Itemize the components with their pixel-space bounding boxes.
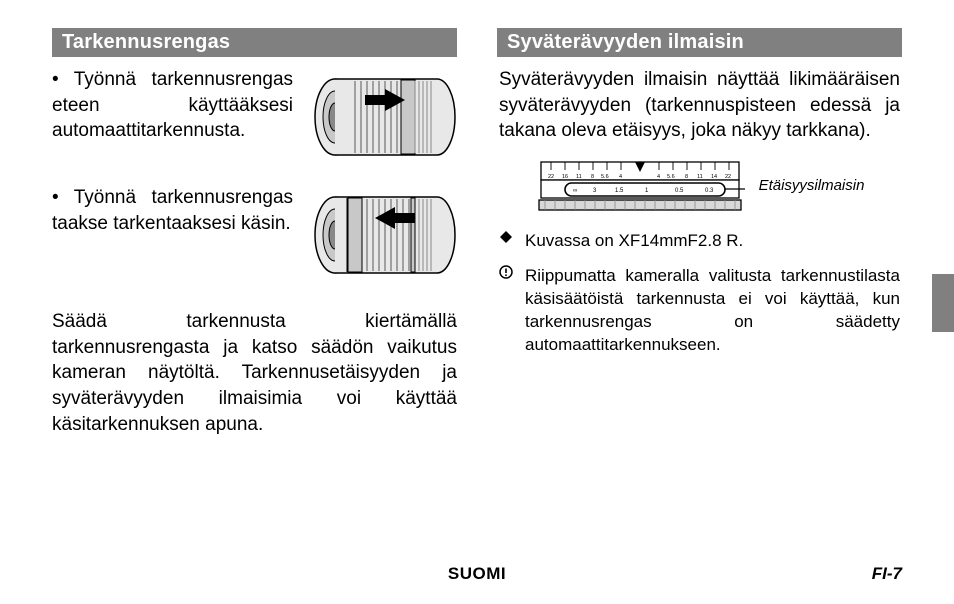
caution-icon xyxy=(499,265,517,357)
svg-text:16: 16 xyxy=(562,174,568,180)
bullet-1-text: Työnnä tarkennusrengas eteen käyttääkses… xyxy=(52,67,293,144)
note-2: Riippumatta kameralla valitusta tarkennu… xyxy=(497,265,902,357)
lens-figure-forward xyxy=(307,67,457,167)
right-paragraph: Syväterävyyden ilmaisin näyttää likimäär… xyxy=(497,67,902,144)
lens-forward-icon xyxy=(307,67,457,167)
svg-text:4: 4 xyxy=(657,174,660,180)
svg-text:4: 4 xyxy=(619,174,622,180)
bullet-2-text: Työnnä tarkennusrengas taakse tarkentaak… xyxy=(52,185,293,236)
right-column: Syväterävyyden ilmaisin Syväterävyyden i… xyxy=(497,28,902,518)
footer: SUOMI FI-7 xyxy=(0,564,954,584)
svg-text:11: 11 xyxy=(697,174,703,180)
note-1-text: Kuvassa on XF14mmF2.8 R. xyxy=(525,230,900,253)
right-header: Syväterävyyden ilmaisin xyxy=(497,28,902,57)
diamond-icon xyxy=(499,230,517,253)
svg-text:∞: ∞ xyxy=(573,188,577,194)
svg-text:0.3: 0.3 xyxy=(705,188,714,194)
svg-text:11: 11 xyxy=(576,174,582,180)
bullet-row-1: Työnnä tarkennusrengas eteen käyttääkses… xyxy=(52,67,457,167)
svg-text:22: 22 xyxy=(725,174,731,180)
svg-text:8: 8 xyxy=(591,174,594,180)
left-column: Tarkennusrengas Työnnä tarkennusrengas e… xyxy=(52,28,457,518)
dof-figure: 22161185.64 45.68111422 ∞31.510.50.3 Etä… xyxy=(497,158,902,214)
svg-text:5.6: 5.6 xyxy=(601,174,609,180)
left-header: Tarkennusrengas xyxy=(52,28,457,57)
svg-text:22: 22 xyxy=(548,174,554,180)
bullet-row-2: Työnnä tarkennusrengas taakse tarkentaak… xyxy=(52,185,457,285)
svg-text:1.5: 1.5 xyxy=(615,188,624,194)
svg-text:5.6: 5.6 xyxy=(667,174,675,180)
footer-language: SUOMI xyxy=(448,564,506,584)
footer-page-number: FI-7 xyxy=(872,564,902,584)
note-1: Kuvassa on XF14mmF2.8 R. xyxy=(497,230,902,253)
svg-text:14: 14 xyxy=(711,174,717,180)
note-2-text: Riippumatta kameralla valitusta tarkennu… xyxy=(525,265,900,357)
lens-backward-icon xyxy=(307,185,457,285)
edge-tab xyxy=(932,274,954,332)
dof-indicator-icon: 22161185.64 45.68111422 ∞31.510.50.3 xyxy=(535,158,745,214)
svg-text:8: 8 xyxy=(685,174,688,180)
svg-text:0.5: 0.5 xyxy=(675,188,684,194)
dof-label: Etäisyysilmaisin xyxy=(759,177,865,194)
lens-figure-backward xyxy=(307,185,457,285)
left-paragraph: Säädä tarkennusta kiertämällä tarkennusr… xyxy=(52,309,457,437)
